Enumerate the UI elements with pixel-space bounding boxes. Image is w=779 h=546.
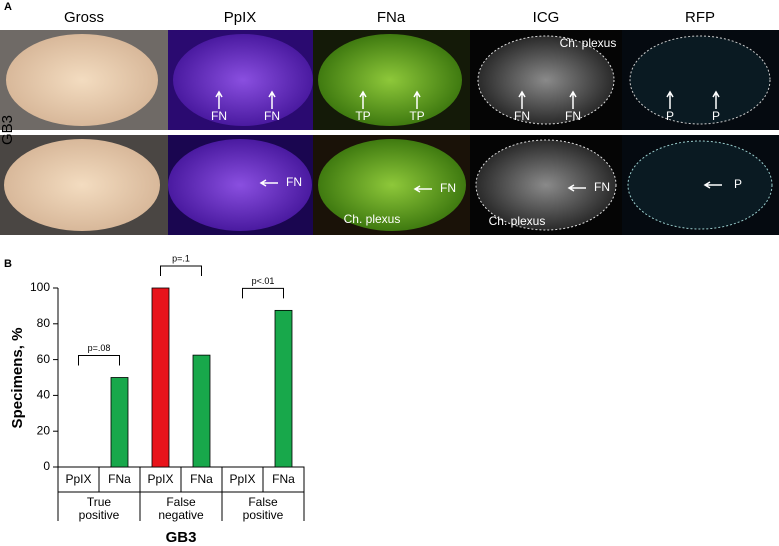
p-value: p=.1: [172, 253, 190, 263]
x-tick-label: FNa: [108, 472, 131, 486]
annotation: Ch. plexus: [560, 36, 617, 50]
arrow: [359, 90, 367, 109]
annotation: FN: [594, 180, 610, 194]
annotation: Ch. plexus: [489, 214, 546, 228]
arrow: [259, 179, 278, 187]
panel-label: A: [4, 1, 12, 13]
column-header: RFP: [685, 9, 715, 26]
group-label: True: [87, 495, 112, 509]
y-axis-label: Specimens, %: [9, 328, 26, 429]
annotation: FN: [514, 109, 530, 123]
annotation: FN: [211, 109, 227, 123]
annotation: P: [666, 109, 674, 123]
column-header: PpIX: [224, 9, 257, 26]
x-axis-label: GB3: [166, 529, 197, 546]
arrow: [518, 90, 526, 109]
x-tick-label: PpIX: [65, 472, 91, 486]
annotation: TP: [355, 109, 370, 123]
y-tick-label: 40: [37, 388, 51, 402]
bracket: [160, 265, 202, 276]
arrow: [413, 185, 432, 193]
x-tick-label: FNa: [190, 472, 213, 486]
arrow: [413, 90, 421, 109]
arrow: [569, 90, 577, 109]
image-grid: [0, 30, 779, 235]
group-label: negative: [158, 508, 204, 522]
annotation: FN: [440, 181, 456, 195]
x-tick-label: FNa: [272, 472, 295, 486]
arrow: [666, 90, 674, 109]
group-label: positive: [243, 508, 284, 522]
arrow: [268, 90, 276, 109]
bracket: [242, 287, 284, 299]
p-value: p<.01: [252, 276, 275, 286]
y-tick-label: 20: [37, 423, 51, 437]
annotation: P: [734, 177, 742, 191]
x-tick-label: PpIX: [147, 472, 173, 486]
annotation: Ch. plexus: [344, 212, 401, 226]
bracket: [78, 355, 120, 366]
panel-label: B: [4, 258, 12, 270]
column-header: ICG: [533, 9, 560, 26]
y-tick-label: 80: [37, 316, 51, 330]
bar: [110, 377, 129, 468]
column-header: Gross: [64, 9, 104, 26]
annotation: FN: [264, 109, 280, 123]
y-tick-label: 0: [43, 459, 50, 473]
arrow: [703, 181, 722, 189]
group-label: False: [248, 495, 278, 509]
arrow: [567, 184, 586, 192]
y-tick-label: 100: [30, 280, 50, 294]
p-value: p=.08: [88, 343, 111, 353]
column-header: FNa: [377, 9, 406, 26]
arrow: [712, 90, 720, 109]
y-tick-label: 60: [37, 352, 51, 366]
annotation: P: [712, 109, 720, 123]
row-label: GB3: [0, 115, 16, 145]
bar: [192, 354, 211, 468]
group-label: False: [166, 495, 196, 509]
annotation: FN: [286, 175, 302, 189]
x-tick-label: PpIX: [229, 472, 255, 486]
arrow: [215, 90, 223, 109]
group-label: positive: [79, 508, 120, 522]
annotation: FN: [565, 109, 581, 123]
bar: [151, 287, 170, 468]
bar: [274, 309, 293, 468]
annotation: TP: [409, 109, 424, 123]
